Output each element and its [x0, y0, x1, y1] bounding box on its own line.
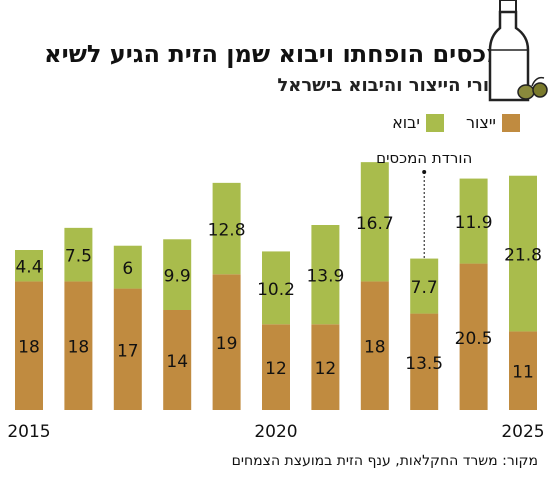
label-production-2017: 17: [117, 341, 139, 361]
legend-swatch-import: [425, 113, 444, 132]
bar-production-2023: [410, 313, 439, 410]
x-tick-label-2015: 2015: [7, 422, 50, 442]
bar-production-2016: [64, 281, 93, 410]
label-production-2015: 18: [18, 338, 40, 358]
legend-label-production: ייצור: [465, 113, 496, 132]
label-import-2017: 6: [122, 259, 133, 279]
label-import-2023: 7.7: [411, 278, 438, 298]
chart-subtitle: שיעורי הייצור והיבוא בישראל: [277, 75, 520, 96]
bar-production-2018: [163, 310, 192, 410]
label-production-2022: 18: [364, 338, 386, 358]
bar-production-2022: [360, 281, 389, 410]
label-import-2018: 9.9: [164, 267, 191, 287]
bar-import-2019: [212, 182, 241, 275]
bar-production-2024: [459, 263, 488, 410]
bar-import-2016: [64, 227, 93, 282]
bar-import-2024: [459, 178, 488, 264]
bar-import-2020: [262, 251, 290, 325]
label-production-2019: 19: [216, 334, 238, 354]
bar-production-2015: [15, 281, 43, 410]
label-production-2020: 12: [265, 359, 287, 379]
legend-item-import: יבוא: [392, 113, 444, 132]
label-production-2025: 11: [512, 363, 534, 383]
label-import-2019: 12.8: [208, 221, 246, 241]
label-import-2016: 7.5: [65, 247, 92, 267]
label-production-2021: 12: [315, 359, 337, 379]
olive-oil-bottle-icon: [488, 0, 548, 102]
legend-item-production: ייצור: [466, 113, 520, 132]
bar-import-2022: [360, 162, 389, 282]
bar-import-2017: [113, 245, 142, 289]
label-import-2020: 10.2: [257, 280, 295, 300]
x-tick-label-2025: 2025: [501, 422, 544, 442]
bar-import-2018: [163, 239, 192, 310]
label-import-2022: 16.7: [356, 214, 394, 234]
label-production-2018: 14: [166, 352, 188, 372]
legend-swatch-production: [502, 113, 520, 132]
chart-source: מקור: משרד החקלאות, ענף הזית במועצת הצמח…: [231, 453, 538, 469]
bar-import-2021: [311, 225, 340, 325]
label-import-2024: 11.9: [455, 213, 493, 233]
bar-production-2019: [212, 274, 241, 410]
label-production-2023: 13.5: [405, 354, 443, 374]
bar-production-2021: [311, 324, 340, 410]
label-import-2021: 13.9: [306, 267, 344, 287]
bar-production-2025: [509, 331, 537, 410]
bar-import-2025: [509, 175, 537, 332]
bar-production-2017: [113, 288, 142, 410]
chart-legend: ייצור יבוא: [392, 113, 520, 132]
bar-import-2023: [410, 258, 439, 314]
label-import-2015: 4.4: [15, 258, 42, 278]
bar-production-2020: [262, 324, 290, 410]
label-production-2016: 18: [68, 338, 90, 358]
chart-title: המכסים הופחתו ויבוא שמן הזית הגיע לשיא: [44, 40, 520, 68]
x-tick-label-2020: 2020: [254, 422, 297, 442]
legend-label-import: יבוא: [392, 113, 420, 132]
bar-import-2015: [15, 250, 43, 282]
label-import-2025: 21.8: [504, 246, 542, 266]
label-production-2024: 20.5: [455, 329, 493, 349]
annotation-text: הורדת המכסים: [376, 149, 472, 167]
annotation-dot: [422, 170, 427, 174]
